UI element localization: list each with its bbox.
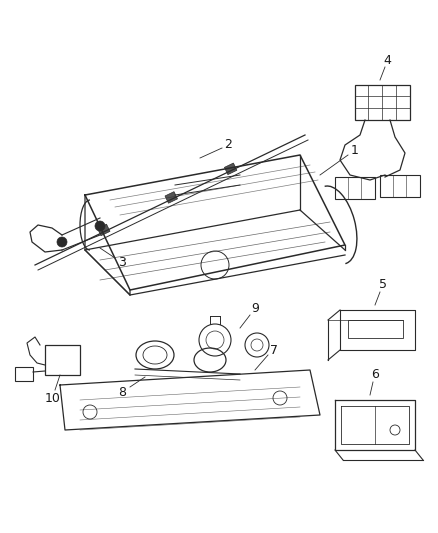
Circle shape	[95, 221, 105, 231]
Text: 5: 5	[379, 279, 387, 292]
Bar	[98, 224, 110, 236]
Text: 4: 4	[383, 53, 391, 67]
Bar	[165, 192, 177, 203]
Bar	[45, 345, 80, 375]
Bar	[355, 85, 410, 120]
Text: 3: 3	[118, 255, 126, 269]
Bar	[348, 320, 403, 338]
Text: 7: 7	[270, 343, 278, 357]
Text: 6: 6	[371, 368, 379, 382]
Text: 8: 8	[118, 386, 126, 400]
Bar	[224, 163, 237, 175]
Bar	[380, 175, 420, 197]
Bar	[335, 177, 375, 199]
Text: 9: 9	[251, 303, 259, 316]
Text: 1: 1	[351, 143, 359, 157]
Bar	[15, 367, 33, 381]
Text: 2: 2	[224, 139, 232, 151]
Circle shape	[57, 237, 67, 247]
Text: 10: 10	[45, 392, 61, 406]
